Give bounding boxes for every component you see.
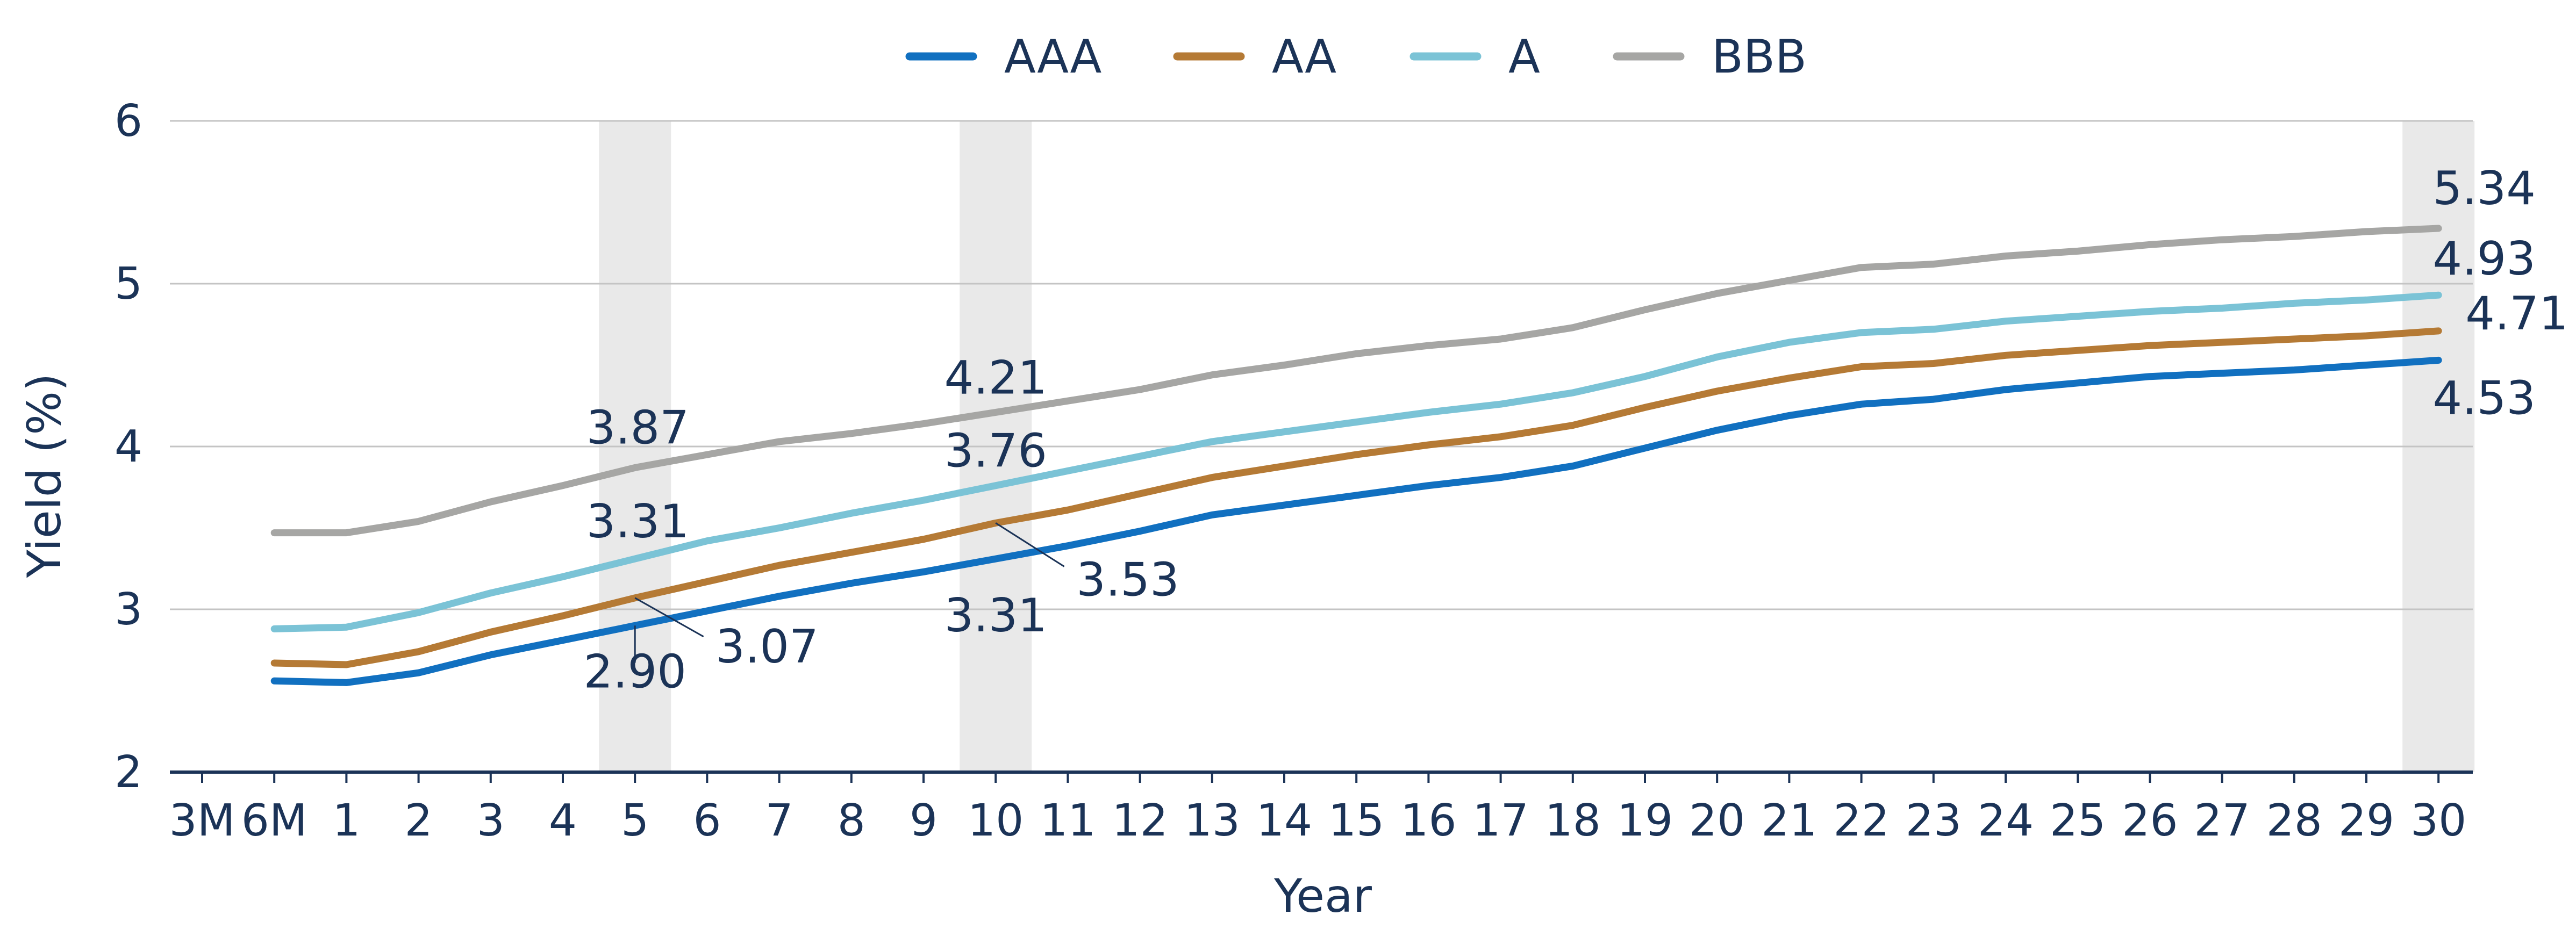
x-tick-label: 23 bbox=[1906, 795, 1962, 846]
series-line-a bbox=[270, 291, 2442, 632]
x-tick-label: 29 bbox=[2338, 795, 2394, 846]
data-label: 4.21 bbox=[944, 351, 1047, 405]
x-tick-label: 27 bbox=[2194, 795, 2250, 846]
series-lines bbox=[270, 225, 2442, 686]
data-label: 3.87 bbox=[586, 401, 689, 455]
x-tick-label: 16 bbox=[1400, 795, 1456, 846]
series-line-bbb bbox=[270, 225, 2442, 537]
leader-line bbox=[634, 597, 704, 638]
x-tick-label: 26 bbox=[2122, 795, 2178, 846]
x-tick-label: 22 bbox=[1833, 795, 1889, 846]
legend-label-aa: AA bbox=[1272, 30, 1336, 84]
y-tick-label: 5 bbox=[115, 258, 142, 309]
leader-line bbox=[995, 522, 1065, 567]
data-label: 3.53 bbox=[1076, 553, 1179, 607]
data-label: 4.93 bbox=[2432, 232, 2535, 286]
legend-label-bbb: BBB bbox=[1712, 30, 1807, 84]
x-tick-label: 3M bbox=[169, 795, 235, 846]
x-tick-label: 21 bbox=[1761, 795, 1817, 846]
x-tick-label: 3 bbox=[477, 795, 505, 846]
data-label: 3.07 bbox=[715, 620, 818, 674]
data-label: 2.90 bbox=[583, 645, 686, 698]
x-tick-label: 11 bbox=[1040, 795, 1096, 846]
x-axis-title: Year bbox=[1273, 869, 1372, 923]
data-labels: 2.90 3.07 3.31 3.87 3.31 3.53 3.76 4.21 4.53 4.71… bbox=[583, 162, 2568, 698]
data-label: 3.31 bbox=[944, 589, 1047, 643]
x-tick-label: 20 bbox=[1689, 795, 1745, 846]
x-tick-label: 2 bbox=[405, 795, 433, 846]
data-label: 4.71 bbox=[2465, 287, 2568, 341]
data-label: 4.53 bbox=[2432, 371, 2535, 425]
x-tick-label: 10 bbox=[968, 795, 1024, 846]
x-tick-label: 19 bbox=[1617, 795, 1673, 846]
x-tick-label: 5 bbox=[621, 795, 649, 846]
y-axis-title: Yield (%) bbox=[18, 373, 71, 579]
y-tick-label: 4 bbox=[115, 421, 142, 472]
x-tick-label: 9 bbox=[910, 795, 938, 846]
x-tick-label: 30 bbox=[2410, 795, 2466, 846]
x-tick-label: 1 bbox=[332, 795, 360, 846]
data-label: 3.31 bbox=[586, 495, 689, 549]
x-tick-label: 25 bbox=[2050, 795, 2106, 846]
x-tick-label: 6M bbox=[241, 795, 307, 846]
x-tick-label: 28 bbox=[2266, 795, 2322, 846]
legend: AAA AA A BBB bbox=[905, 30, 1807, 84]
data-label: 3.76 bbox=[944, 424, 1047, 478]
y-tick-label: 2 bbox=[115, 747, 142, 798]
y-tick-label: 3 bbox=[115, 584, 142, 635]
data-label: 5.34 bbox=[2432, 162, 2535, 215]
x-tick-label: 17 bbox=[1472, 795, 1528, 846]
x-axis: 3M 6M 1 2 3 4 5 6 7 8 9 10 11 12 13 14 15 16 17 18 19 20 21 22 2… bbox=[169, 770, 2473, 846]
legend-label-aaa: AAA bbox=[1004, 30, 1101, 84]
x-tick-label: 7 bbox=[765, 795, 793, 846]
x-tick-label: 13 bbox=[1184, 795, 1240, 846]
gridlines bbox=[170, 120, 2473, 610]
x-tick-label: 8 bbox=[838, 795, 865, 846]
y-axis-ticks: 2 3 4 5 6 bbox=[115, 96, 142, 798]
x-tick-label: 15 bbox=[1328, 795, 1384, 846]
legend-label-a: A bbox=[1508, 30, 1540, 84]
x-tick-label: 18 bbox=[1545, 795, 1601, 846]
x-tick-label: 14 bbox=[1256, 795, 1312, 846]
x-tick-label: 12 bbox=[1112, 795, 1168, 846]
y-tick-label: 6 bbox=[115, 96, 142, 147]
x-tick-label: 24 bbox=[1978, 795, 2034, 846]
x-tick-label: 4 bbox=[549, 795, 577, 846]
x-tick-label: 6 bbox=[693, 795, 721, 846]
